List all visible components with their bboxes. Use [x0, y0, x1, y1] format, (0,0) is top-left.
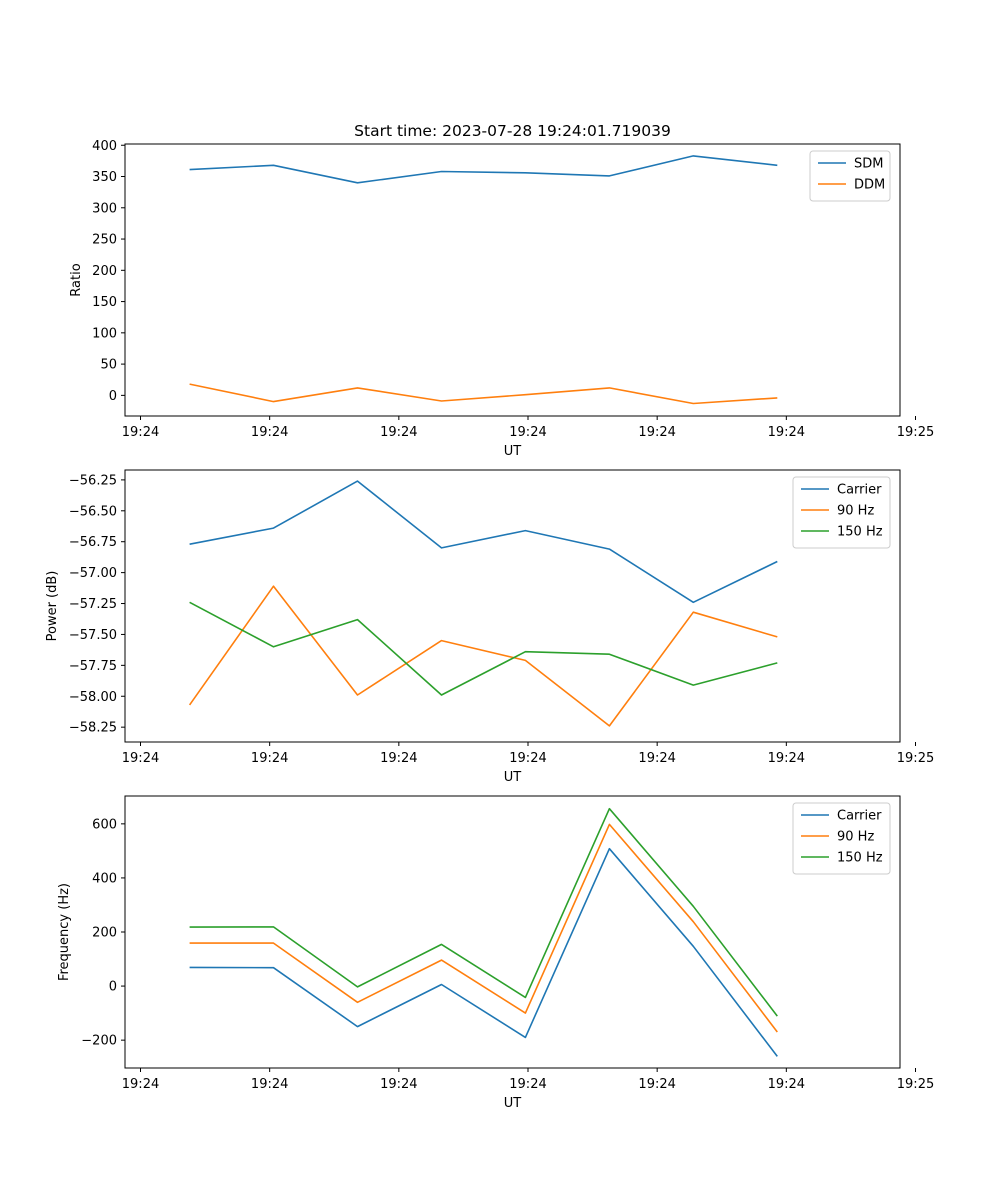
- series-line-carrier: [189, 480, 778, 604]
- y-axis-label: Frequency (Hz): [57, 883, 72, 981]
- y-tick-label: 400: [92, 139, 117, 154]
- legend-label: Carrier: [837, 809, 882, 824]
- y-axis-label: Ratio: [69, 263, 84, 296]
- x-tick-label: 19:24: [380, 751, 417, 766]
- x-tick-label: 19:24: [380, 1077, 417, 1092]
- y-tick-label: −57.00: [69, 566, 117, 581]
- y-tick-label: 200: [92, 264, 117, 279]
- x-tick-label: 19:24: [251, 1077, 288, 1092]
- series-line-ddm: [189, 383, 778, 405]
- x-tick-label: 19:24: [768, 751, 805, 766]
- legend-label: DDM: [854, 178, 885, 193]
- x-tick-label: 19:25: [897, 1077, 934, 1092]
- y-tick-label: −56.25: [69, 473, 117, 488]
- series-line-90-hz: [189, 823, 778, 1033]
- series-line-90-hz: [188, 585, 778, 727]
- x-tick-label: 19:24: [122, 425, 159, 440]
- x-tick-label: 19:24: [509, 751, 546, 766]
- x-tick-label: 19:24: [509, 1077, 546, 1092]
- x-tick-label: 19:24: [122, 1077, 159, 1092]
- y-tick-label: −58.00: [69, 690, 117, 705]
- series-line-carrier: [189, 847, 778, 1057]
- chart-title: Start time: 2023-07-28 19:24:01.719039: [354, 122, 671, 140]
- y-tick-label: −200: [81, 1034, 117, 1049]
- x-tick-label: 19:24: [768, 425, 805, 440]
- legend-label: Carrier: [837, 483, 882, 498]
- x-axis-label: UT: [504, 1096, 522, 1111]
- x-tick-label: 19:24: [768, 1077, 805, 1092]
- legend-label: 150 Hz: [837, 525, 883, 540]
- y-tick-label: −58.25: [69, 721, 117, 736]
- legend: Carrier 90 Hz 150 Hz: [792, 802, 891, 875]
- x-tick-label: 19:24: [509, 425, 546, 440]
- y-tick-label: 100: [92, 326, 117, 341]
- plot-frame: [124, 469, 901, 743]
- x-tick-label: 19:24: [638, 751, 675, 766]
- y-axis-label: Power (dB): [45, 571, 60, 642]
- x-tick-label: 19:24: [122, 751, 159, 766]
- y-tick-label: 250: [92, 233, 117, 248]
- legend: Carrier 90 Hz 150 Hz: [792, 476, 891, 549]
- y-tick-label: −56.75: [69, 535, 117, 550]
- legend-label: SDM: [854, 157, 883, 172]
- y-tick-label: −57.50: [69, 628, 117, 643]
- panel-1: 19:24 19:24 19:24 19:24 19:24 19:24 19:25 0 50 10…: [69, 122, 934, 459]
- y-tick-label: 400: [92, 871, 117, 886]
- y-tick-label: 600: [92, 817, 117, 832]
- legend-label: 90 Hz: [837, 830, 874, 845]
- series-line-150-hz: [189, 601, 778, 696]
- y-tick-label: −57.25: [69, 597, 117, 612]
- y-tick-label: 300: [92, 201, 117, 216]
- y-tick-label: 350: [92, 170, 117, 185]
- plot-frame: [124, 143, 901, 417]
- y-tick-label: −57.75: [69, 659, 117, 674]
- y-tick-label: 0: [109, 980, 117, 995]
- series-line-sdm: [189, 155, 778, 184]
- y-tick-label: 0: [109, 389, 117, 404]
- y-tick-label: −56.50: [69, 504, 117, 519]
- x-tick-label: 19:24: [638, 1077, 675, 1092]
- x-tick-label: 19:25: [897, 751, 934, 766]
- x-tick-label: 19:24: [251, 425, 288, 440]
- x-tick-label: 19:24: [380, 425, 417, 440]
- panel-3: 19:24 19:24 19:24 19:24 19:24 19:24 19:25 −200 0…: [57, 795, 934, 1111]
- plot-frame: [124, 795, 901, 1069]
- legend: SDM DDM: [809, 150, 891, 202]
- x-axis-label: UT: [504, 770, 522, 785]
- y-tick-label: 50: [100, 358, 117, 373]
- y-tick-label: 150: [92, 295, 117, 310]
- legend-label: 90 Hz: [837, 504, 874, 519]
- x-axis-label: UT: [504, 444, 522, 459]
- x-tick-label: 19:24: [638, 425, 675, 440]
- x-tick-label: 19:25: [897, 425, 934, 440]
- y-tick-label: 200: [92, 926, 117, 941]
- x-tick-label: 19:24: [251, 751, 288, 766]
- legend-label: 150 Hz: [837, 851, 883, 866]
- series-line-150-hz: [189, 807, 778, 1017]
- panel-2: 19:24 19:24 19:24 19:24 19:24 19:24 19:25 −58.2…: [45, 469, 934, 785]
